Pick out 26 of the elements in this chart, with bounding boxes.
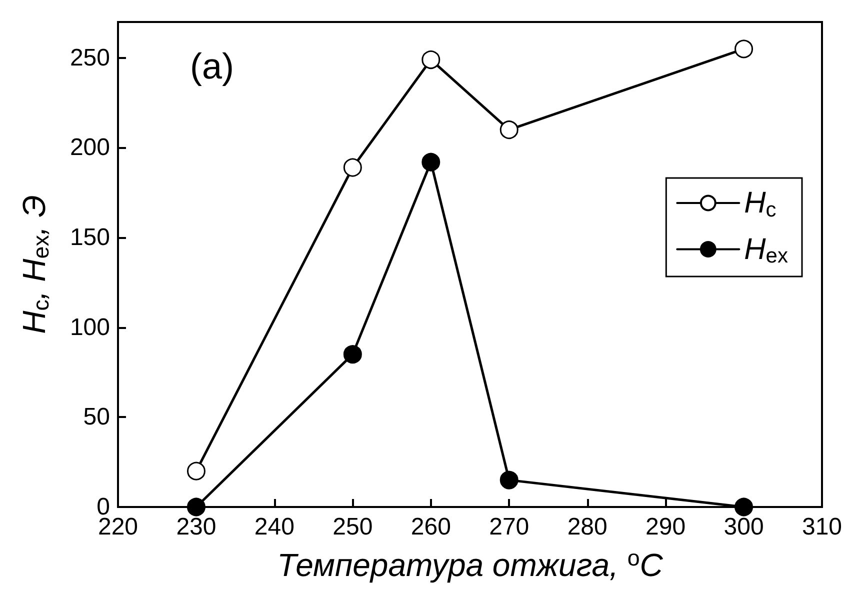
x-tick-label: 250 (332, 514, 373, 540)
x-tick-label: 300 (724, 514, 764, 540)
point (422, 152, 440, 172)
y-tick-label: 250 (70, 44, 110, 72)
point (734, 40, 754, 58)
y-tick-label: 200 (70, 134, 110, 162)
y-tick-label: 100 (70, 314, 110, 341)
x-tick-label: 260 (410, 514, 451, 540)
point (734, 498, 754, 516)
y-tick-label: 150 (70, 224, 110, 252)
y-axis-title: Hc, Hex, Э (16, 195, 54, 334)
x-tick-label: 290 (646, 514, 686, 540)
point (500, 120, 518, 140)
point (500, 470, 518, 490)
x-tick-label: 270 (489, 514, 530, 540)
point (343, 345, 362, 364)
point (422, 50, 440, 69)
x-tick-label: 280 (567, 514, 608, 540)
x-tick-label: 230 (176, 514, 216, 540)
x-tick-label: 310 (802, 514, 842, 540)
x-tick-label: 240 (254, 514, 294, 540)
annotation: (a) (190, 46, 234, 86)
point (186, 498, 206, 516)
point (186, 462, 206, 480)
y-tick-label: 50 (83, 404, 110, 431)
point (343, 158, 362, 177)
